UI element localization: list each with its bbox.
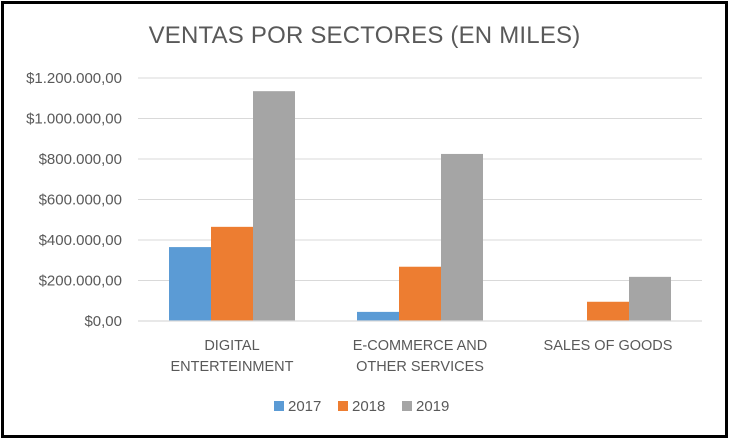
x-category-label: ENTERTEINMENT bbox=[171, 359, 294, 375]
y-tick-label: $600.000,00 bbox=[39, 192, 122, 209]
bar-2019-0 bbox=[253, 91, 295, 321]
bar-2017-0 bbox=[169, 247, 211, 321]
bar-2018-0 bbox=[211, 226, 253, 321]
legend-label-2017: 2017 bbox=[288, 398, 321, 415]
y-tick-label: $0,00 bbox=[84, 313, 122, 330]
legend-swatch-2017 bbox=[274, 401, 284, 411]
y-tick-label: $400.000,00 bbox=[39, 232, 122, 249]
x-category-label: DIGITAL bbox=[204, 338, 259, 354]
bar-2018-1 bbox=[399, 266, 441, 321]
x-category-label: OTHER SERVICES bbox=[356, 359, 484, 375]
legend-swatch-2018 bbox=[338, 401, 348, 411]
legend-swatch-2019 bbox=[402, 401, 412, 411]
x-category-label: SALES OF GOODS bbox=[544, 338, 673, 354]
bar-2018-2 bbox=[587, 301, 629, 321]
x-category-label: E-COMMERCE AND bbox=[353, 338, 488, 354]
y-tick-label: $1.200.000,00 bbox=[26, 70, 122, 87]
legend-label-2018: 2018 bbox=[352, 398, 385, 415]
bar-2019-1 bbox=[441, 153, 483, 321]
y-tick-label: $200.000,00 bbox=[39, 273, 122, 290]
bar-2017-1 bbox=[357, 311, 399, 321]
y-tick-label: $800.000,00 bbox=[39, 151, 122, 168]
y-tick-label: $1.000.000,00 bbox=[26, 111, 122, 128]
legend-label-2019: 2019 bbox=[416, 398, 449, 415]
bar-2019-2 bbox=[629, 276, 671, 321]
chart-title: VENTAS POR SECTORES (EN MILES) bbox=[148, 22, 581, 49]
